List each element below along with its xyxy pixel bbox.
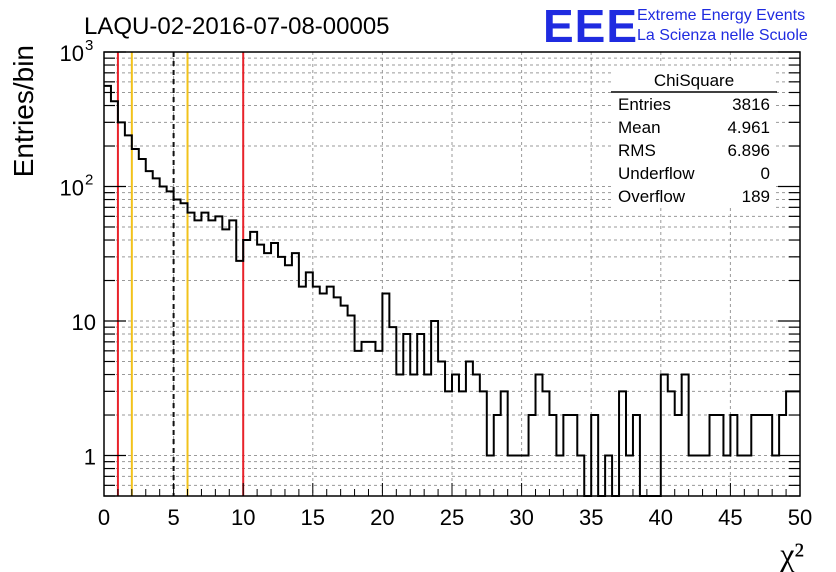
x-tick-label: 35: [579, 505, 603, 530]
reference-lines: [116, 52, 245, 496]
x-tick-label: 0: [98, 505, 110, 530]
x-tick-label: 15: [301, 505, 325, 530]
x-tick-label: 5: [167, 505, 179, 530]
stats-box-background: [612, 66, 776, 208]
stats-row-value: 6.896: [727, 141, 770, 160]
x-tick-label: 10: [231, 505, 255, 530]
x-tick-label: 45: [718, 505, 742, 530]
x-tick-label: 25: [440, 505, 464, 530]
x-tick-labels: 0 5 10 15 20 25 30 35 40 45 50: [98, 505, 812, 530]
stats-row-value: 0: [761, 164, 770, 183]
x-tick-label: 50: [788, 505, 812, 530]
y-tick-label: 1: [84, 445, 96, 470]
stats-row-label: Entries: [618, 95, 671, 114]
logo-line1: Extreme Energy Events: [637, 7, 805, 24]
chart-title: LAQU-02-2016-07-08-00005: [84, 13, 390, 40]
stats-row-value: 3816: [732, 95, 770, 114]
axis-ticks: [103, 51, 801, 497]
y-tick-label: 10: [60, 176, 84, 201]
y-axis-label: Entries/bin: [8, 45, 39, 177]
histogram-series: [104, 84, 800, 497]
y-tick-label: 10: [60, 41, 84, 66]
x-tick-label: 20: [370, 505, 394, 530]
stats-row-value: 189: [742, 187, 770, 206]
eee-logo: EEE Extreme Energy Events La Scienza nel…: [543, 0, 808, 52]
logo-mark: EEE: [543, 0, 638, 52]
stats-row-value: 4.961: [727, 118, 770, 137]
x-axis-label: χ²: [779, 536, 804, 572]
x-tick-label: 30: [509, 505, 533, 530]
stats-row-label: RMS: [618, 141, 656, 160]
y-tick-exponent: 2: [85, 172, 93, 189]
x-tick-label: 40: [649, 505, 673, 530]
stats-rows: Entries 3816 Mean 4.961 RMS 6.896 Underflow 0 Ov…: [618, 95, 770, 206]
y-tick-label: 10: [72, 310, 96, 335]
stats-box: ChiSquare Entries 3816 Mean 4.961 RMS 6.896 Un…: [611, 66, 777, 208]
stats-row-label: Underflow: [618, 164, 695, 183]
stats-box-title: ChiSquare: [654, 71, 734, 90]
stats-row-label: Mean: [618, 118, 661, 137]
logo-line2: La Scienza nelle Scuole: [637, 27, 808, 44]
stats-row-label: Overflow: [618, 187, 686, 206]
y-tick-exponent: 3: [85, 37, 93, 54]
